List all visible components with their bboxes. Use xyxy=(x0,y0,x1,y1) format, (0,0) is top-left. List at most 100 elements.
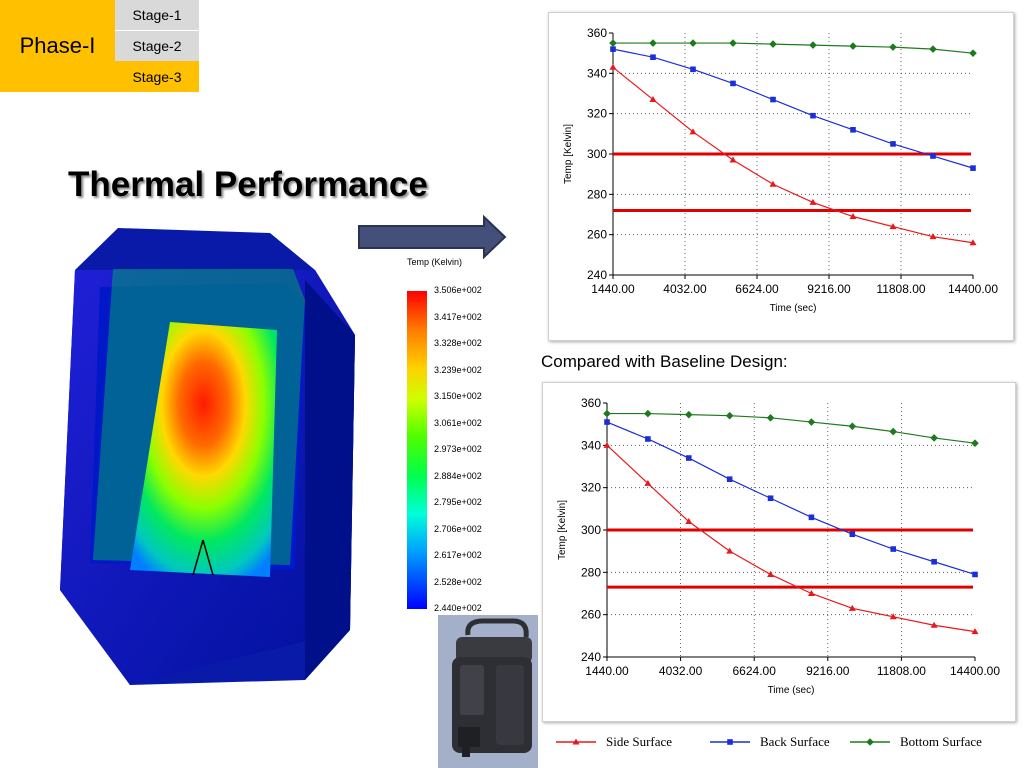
phase-label: Phase-I xyxy=(0,0,115,92)
series-line-back-surface xyxy=(612,48,974,169)
y-tick-label: 240 xyxy=(587,268,607,282)
contour-tick-label: 2.795e+002 xyxy=(434,497,482,507)
data-point-1-9 xyxy=(972,571,978,578)
x-axis-label: Time (sec) xyxy=(770,303,817,314)
data-point-1-0 xyxy=(610,46,616,52)
x-tick-label: 6624.00 xyxy=(735,282,779,296)
data-point-0-6 xyxy=(849,213,857,220)
stage-2-tab[interactable]: Stage-2 xyxy=(115,31,199,61)
data-point-2-9 xyxy=(971,439,979,448)
stage-3-tab[interactable]: Stage-3 xyxy=(115,61,199,92)
legend-label-0: Side Surface xyxy=(606,734,672,749)
data-point-2-5 xyxy=(809,41,817,49)
data-point-1-4 xyxy=(767,495,774,502)
x-tick-label: 11808.00 xyxy=(876,282,925,296)
data-point-0-9 xyxy=(969,239,977,246)
y-tick-label: 340 xyxy=(581,438,601,452)
y-tick-label: 360 xyxy=(587,26,607,40)
x-tick-label: 9216.00 xyxy=(807,282,851,296)
data-point-0-3 xyxy=(729,156,737,163)
x-tick-label: 6624.00 xyxy=(733,664,777,678)
data-point-0-8 xyxy=(929,233,937,240)
data-point-0-7 xyxy=(889,613,897,620)
data-point-2-7 xyxy=(889,427,898,436)
data-point-legend-2 xyxy=(866,738,874,746)
data-point-0-3 xyxy=(726,547,734,554)
data-point-0-7 xyxy=(889,223,897,230)
data-point-1-5 xyxy=(810,112,816,119)
y-tick-label: 260 xyxy=(581,608,601,622)
data-point-0-5 xyxy=(809,198,817,205)
contour-tick-label: 2.440e+002 xyxy=(434,603,482,613)
y-tick-label: 360 xyxy=(581,396,601,410)
right-arrow-icon xyxy=(358,214,507,260)
data-point-0-2 xyxy=(689,128,697,135)
x-tick-label: 4032.00 xyxy=(659,664,703,678)
data-point-2-1 xyxy=(649,39,657,47)
data-point-2-4 xyxy=(769,40,777,48)
series-line-back-surface xyxy=(606,421,976,576)
x-tick-label: 1440.00 xyxy=(585,664,629,678)
contour-tick-label: 3.061e+002 xyxy=(434,417,482,428)
data-point-2-0 xyxy=(609,39,617,47)
data-point-1-1 xyxy=(650,54,656,60)
data-point-1-0 xyxy=(604,419,610,425)
compare-caption: Compared with Baseline Design: xyxy=(541,352,788,371)
series-line-bottom-surface xyxy=(607,412,976,444)
y-tick-label: 280 xyxy=(587,187,607,201)
data-point-1-7 xyxy=(890,141,896,147)
current-design-chart: 240 260 280 300 320 340 360 1440.00 4032.00 6624.… xyxy=(563,26,998,314)
data-point-1-9 xyxy=(970,165,976,171)
data-point-2-9 xyxy=(969,49,977,57)
data-point-1-4 xyxy=(770,96,776,103)
series-line-side-surface xyxy=(612,66,974,244)
current-design-chart-frame: 240 260 280 300 320 340 360 1440.00 4032.00 6624.… xyxy=(548,12,1014,341)
data-point-0-1 xyxy=(649,96,657,103)
data-point-2-5 xyxy=(807,418,816,426)
data-point-1-8 xyxy=(930,153,936,159)
contour-tick-label: 2.706e+002 xyxy=(434,523,482,534)
series-line-bottom-surface xyxy=(613,42,974,54)
data-point-1-2 xyxy=(690,66,696,73)
data-point-2-6 xyxy=(849,42,857,50)
y-tick-label: 280 xyxy=(581,565,601,579)
x-tick-label: 14400.00 xyxy=(948,282,998,296)
contour-tick-label: 2.884e+002 xyxy=(434,470,482,481)
series-line-side-surface xyxy=(606,444,976,633)
slide-title: Thermal Performance xyxy=(68,165,428,204)
x-tick-label: 14400.00 xyxy=(950,664,1000,678)
data-point-0-5 xyxy=(807,590,815,596)
data-point-1-3 xyxy=(726,476,733,482)
data-point-2-4 xyxy=(766,414,775,422)
y-tick-label: 260 xyxy=(587,228,607,242)
y-tick-label: 320 xyxy=(587,107,607,121)
x-axis-label: Time (sec) xyxy=(768,685,815,696)
data-point-0-0 xyxy=(603,441,611,448)
y-tick-label: 320 xyxy=(581,481,601,495)
x-tick-label: 9216.00 xyxy=(806,664,850,678)
legend-label-2: Bottom Surface xyxy=(900,734,982,749)
contour-tick-label: 2.973e+002 xyxy=(434,444,482,454)
data-point-1-7 xyxy=(890,546,897,552)
thermal-simulation-image xyxy=(60,228,355,685)
data-point-2-2 xyxy=(684,410,693,419)
contour-tick-label: 3.150e+002 xyxy=(434,391,482,401)
data-point-0-8 xyxy=(930,621,938,628)
data-point-1-6 xyxy=(849,531,856,538)
stage-1-tab[interactable]: Stage-1 xyxy=(115,0,199,30)
data-point-1-8 xyxy=(931,558,937,565)
contour-tick-label: 3.328e+002 xyxy=(434,338,482,348)
contour-legend-title: Temp (Kelvin) xyxy=(407,257,463,267)
data-point-1-3 xyxy=(730,80,736,87)
y-tick-label: 340 xyxy=(587,66,607,80)
data-point-0-4 xyxy=(767,570,775,577)
data-point-2-6 xyxy=(848,422,857,431)
data-point-2-8 xyxy=(929,45,937,53)
y-tick-label: 240 xyxy=(581,650,601,664)
baseline-design-chart-frame: 240 260 280 300 320 340 360 1440.00 4032.00 6624.… xyxy=(542,382,1016,722)
data-point-2-7 xyxy=(889,43,897,51)
data-point-2-1 xyxy=(644,409,652,418)
contour-tick-label: 3.417e+002 xyxy=(434,311,482,322)
baseline-design-chart: 240 260 280 300 320 340 360 1440.00 4032.00 6624.… xyxy=(557,396,1000,696)
contour-tick-label: 2.528e+002 xyxy=(434,576,482,587)
